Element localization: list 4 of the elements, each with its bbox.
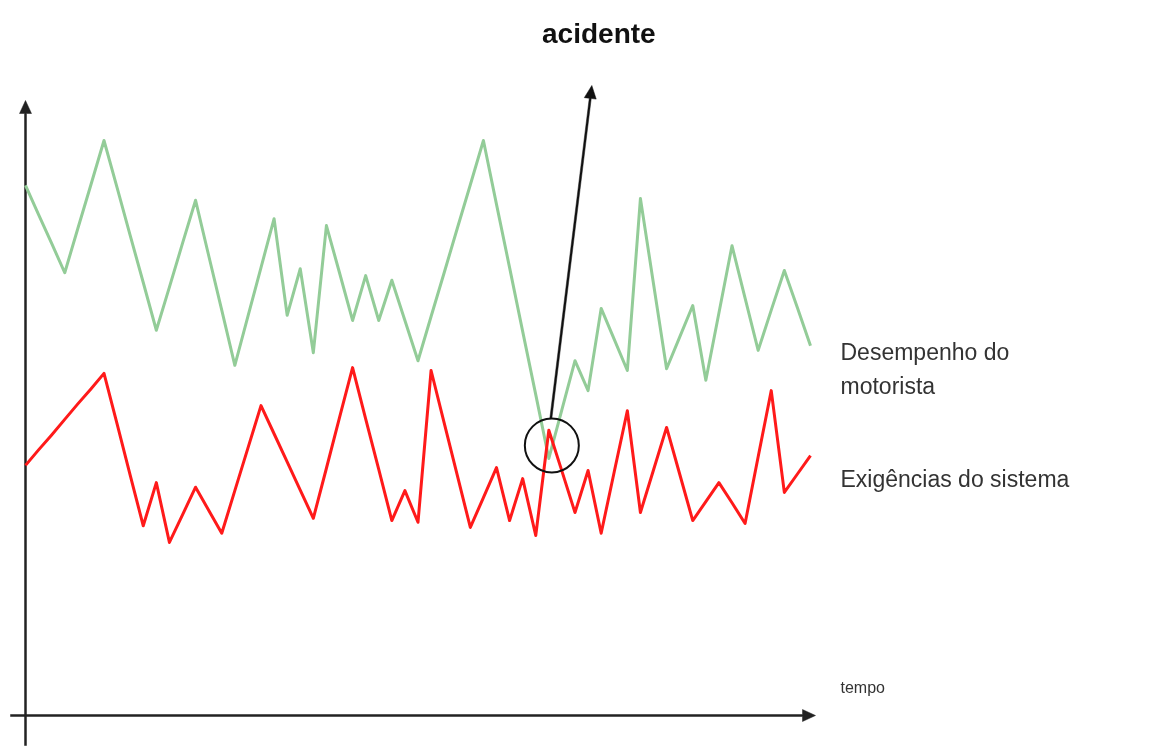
series-label: Desempenho do motorista xyxy=(840,338,1010,399)
x-axis-title: tempo xyxy=(840,679,886,696)
text: acidente xyxy=(542,17,656,49)
series-label: Exigências do sistema xyxy=(840,465,1070,492)
